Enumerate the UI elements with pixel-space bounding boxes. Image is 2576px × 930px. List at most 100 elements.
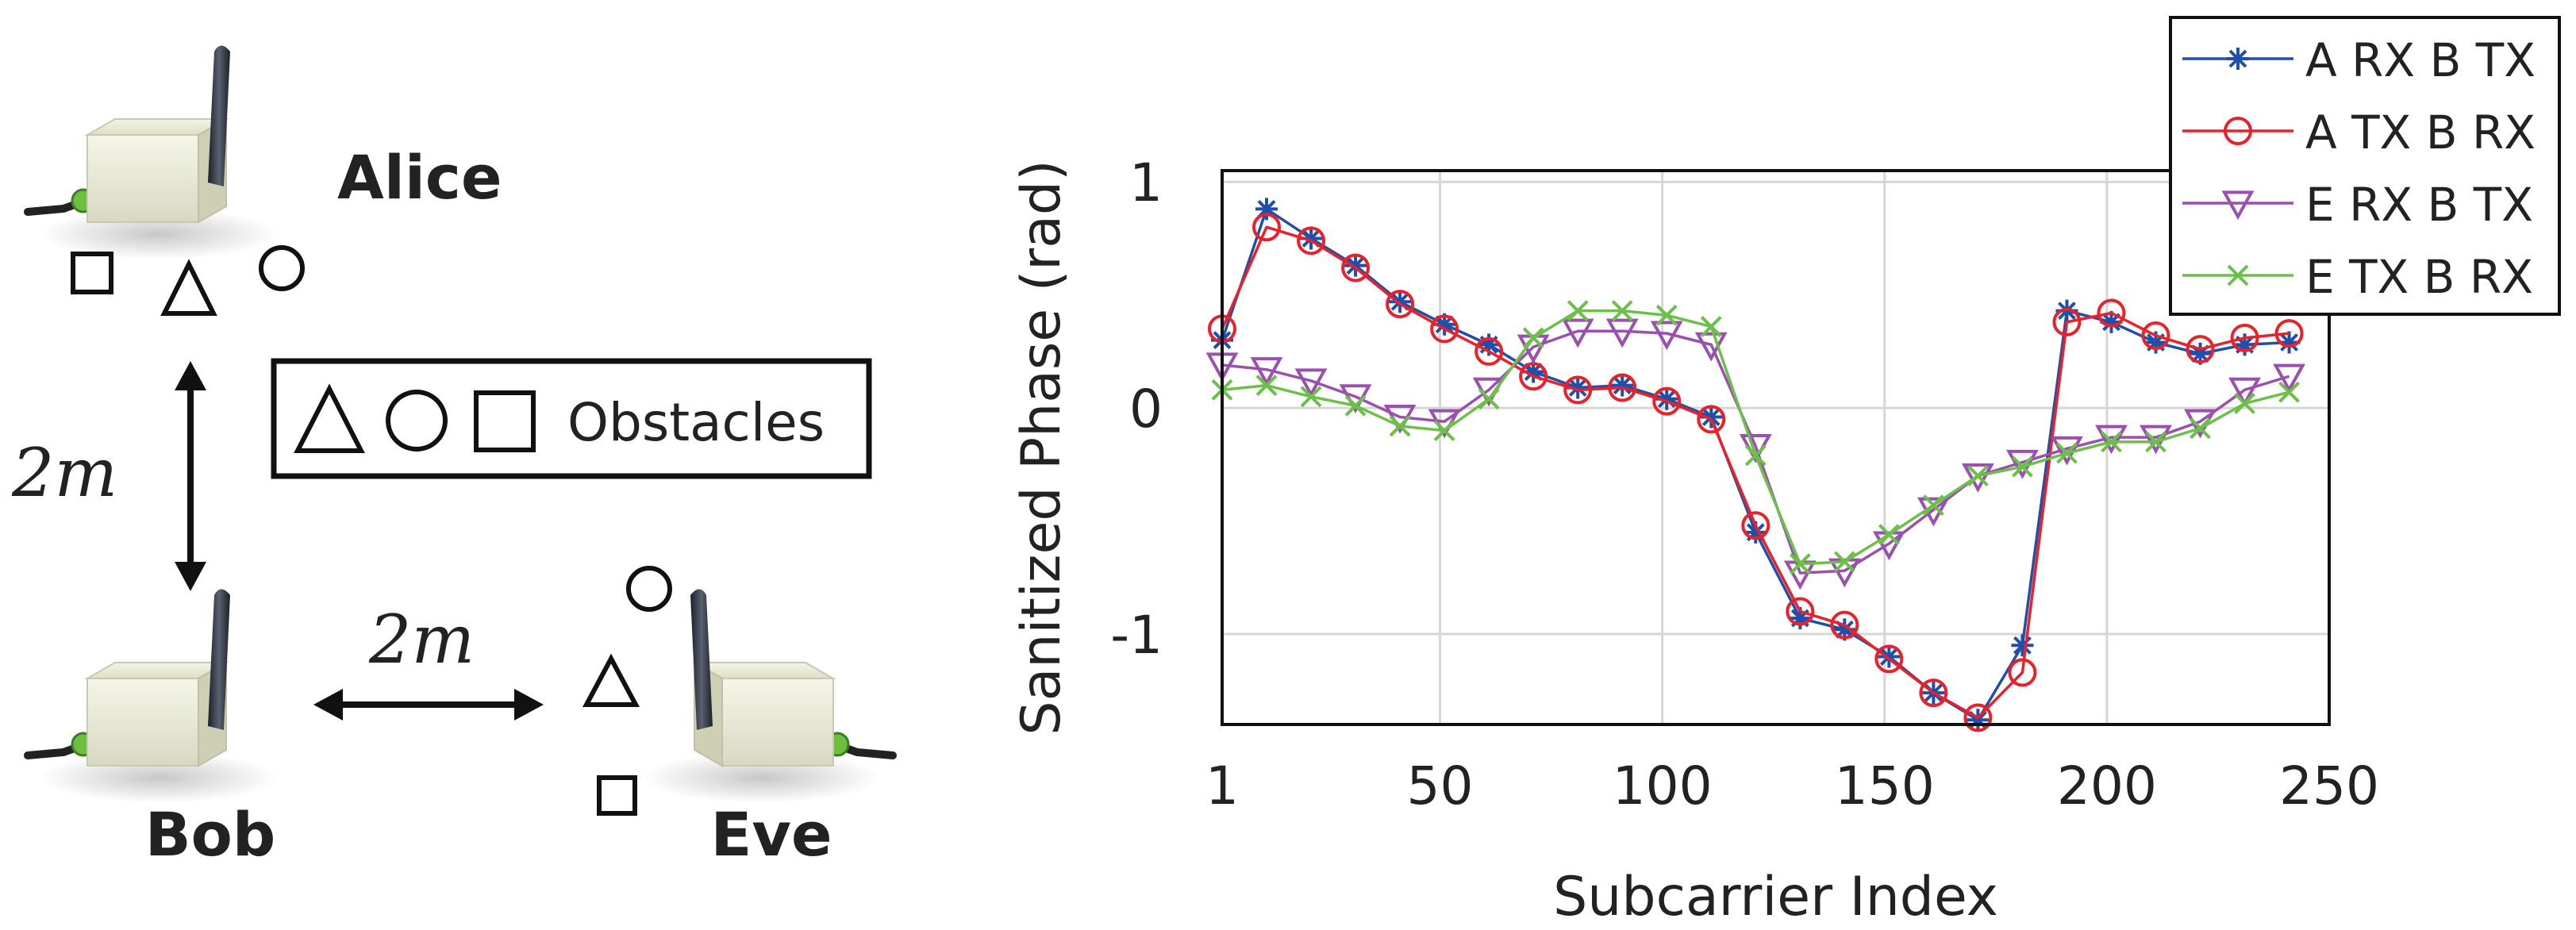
data-point <box>1605 318 1639 348</box>
data-point <box>1741 511 1771 540</box>
data-point <box>1830 610 1859 640</box>
data-point <box>1608 373 1637 402</box>
horizontal-distance-arrow <box>313 689 544 721</box>
data-point <box>1874 644 1904 674</box>
alice-label: Alice <box>337 142 502 213</box>
data-point <box>1786 597 1815 626</box>
data-point <box>2278 381 2300 403</box>
y-tick-label: 1 <box>1129 152 1163 213</box>
data-point <box>2228 377 2261 407</box>
legend-entry: A RX B TX <box>2182 33 2536 87</box>
data-point <box>1833 551 1855 573</box>
data-point <box>1878 645 1901 668</box>
data-point <box>1919 678 1948 708</box>
data-point <box>1967 709 1990 732</box>
legend-box <box>2169 16 2561 316</box>
data-point <box>2233 333 2256 356</box>
y-axis-label: Sanitized Phase (rad) <box>1010 159 1073 735</box>
data-point <box>2051 436 2083 466</box>
data-point <box>1563 375 1593 405</box>
legend-entry: A TX B RX <box>2182 106 2536 159</box>
data-point <box>2141 321 2170 350</box>
legend-marker <box>2224 117 2252 145</box>
alice-device-icon <box>28 46 278 260</box>
data-point <box>2100 310 2123 333</box>
scenario-diagram: Alice 2m Obstacles Bob 2m <box>11 46 893 870</box>
x-axis-label: Subcarrier Index <box>1553 866 1998 928</box>
series-0 <box>1211 198 2301 732</box>
data-point <box>1300 386 1322 408</box>
data-point <box>2052 307 2082 336</box>
data-point <box>1255 375 1278 397</box>
legend-marker <box>2221 190 2255 221</box>
data-point <box>1344 254 1367 277</box>
legend-entry: E TX B RX <box>2182 250 2533 304</box>
eve-device-icon <box>643 590 893 804</box>
legend-label: A RX B TX <box>2305 33 2536 87</box>
data-point <box>2189 342 2212 365</box>
data-point <box>1522 360 1545 383</box>
data-point <box>1789 607 1812 630</box>
data-point <box>1433 313 1456 336</box>
data-point <box>1430 314 1459 344</box>
data-point <box>2008 658 2037 687</box>
data-point <box>2230 323 2259 352</box>
data-point <box>2273 363 2305 394</box>
data-point <box>1833 618 1856 641</box>
data-point <box>1567 300 1589 322</box>
data-point <box>1744 521 1767 544</box>
series-3 <box>1211 300 2300 575</box>
data-point <box>2274 319 2304 348</box>
data-point <box>1250 357 1283 386</box>
data-point <box>1344 394 1367 417</box>
eve-circle-obstacle-icon <box>626 566 672 612</box>
data-point <box>2095 425 2128 455</box>
x-tick-label: 250 <box>2279 755 2379 817</box>
data-point <box>1478 333 1501 356</box>
data-point <box>2011 634 2034 657</box>
data-point <box>2012 455 2033 478</box>
data-point <box>1697 405 1726 434</box>
y-tick-label: -1 <box>1110 605 1163 666</box>
plot-frame <box>1221 169 2331 726</box>
legend-marker <box>2227 48 2249 70</box>
data-point <box>1255 198 1278 221</box>
obstacles-legend: Obstacles <box>271 358 872 479</box>
circle-legend-icon <box>386 390 448 452</box>
data-point <box>1433 420 1455 442</box>
series-line <box>1221 329 2290 575</box>
data-point <box>1297 226 1326 256</box>
eve-square-obstacle-icon <box>597 775 637 816</box>
legend-label: E TX B RX <box>2305 250 2533 304</box>
data-point <box>1967 465 1989 487</box>
data-point <box>2234 393 2255 414</box>
data-point <box>1252 213 1282 242</box>
data-point <box>1294 368 1328 398</box>
legend-marker <box>2227 264 2249 286</box>
data-point <box>2101 431 2122 453</box>
data-point <box>1522 327 1544 349</box>
triangle-obstacle-icon <box>160 259 217 316</box>
data-point <box>1789 553 1811 575</box>
legend-entry: E RX B TX <box>2182 178 2533 232</box>
data-point <box>1567 376 1590 399</box>
eve-triangle-obstacle-icon <box>582 653 640 707</box>
data-point <box>1389 290 1412 313</box>
legend-label: A TX B RX <box>2305 106 2536 159</box>
series-line <box>1221 225 2290 720</box>
series-line <box>1221 207 2290 722</box>
data-point <box>2186 335 2215 364</box>
data-point <box>1300 227 1323 250</box>
square-obstacle-icon <box>71 252 113 294</box>
data-point <box>1386 290 1415 319</box>
chart-series <box>1205 198 2305 732</box>
x-tick-labels: 1 50 100 150 200 250 <box>1205 755 2379 817</box>
data-point <box>1652 386 1682 416</box>
legend-label: E RX B TX <box>2305 178 2533 232</box>
data-point <box>1341 253 1371 282</box>
bob-label: Bob <box>145 799 276 870</box>
bob-device-icon <box>28 590 278 804</box>
data-point <box>1655 304 1678 326</box>
x-tick-label: 50 <box>1407 755 1474 817</box>
